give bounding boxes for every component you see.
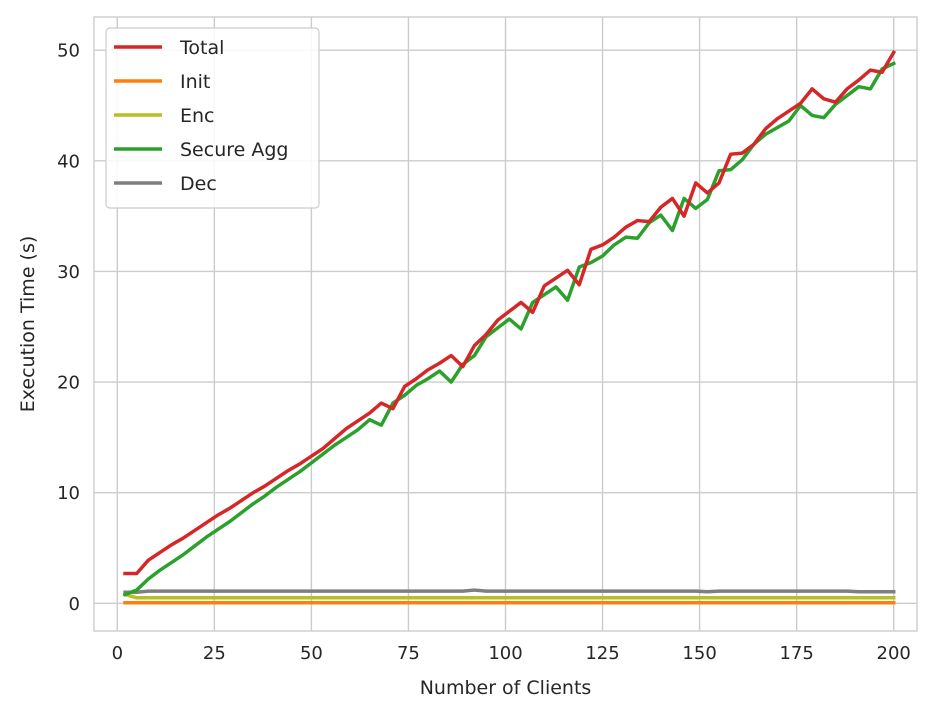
x-tick-label: 100 [488,643,522,664]
y-tick-label: 30 [57,262,80,283]
x-axis-label: Number of Clients [420,677,592,699]
legend-label-init: Init [180,71,210,93]
x-tick-label: 150 [682,643,716,664]
x-tick-label: 50 [300,643,323,664]
legend: Total Init Enc Secure Agg Dec [105,27,320,209]
legend-label-enc: Enc [180,105,215,127]
y-tick-label: 40 [57,151,80,172]
legend-box [105,27,320,209]
y-tick-label: 0 [69,594,80,615]
x-tick-label: 200 [877,643,911,664]
x-tick-label: 0 [112,643,123,664]
series-line-dec [123,588,896,595]
y-tick-label: 10 [57,483,80,504]
legend-label-secure-agg: Secure Agg [180,139,288,161]
y-tick-label: 50 [57,41,80,62]
x-tick-label: 25 [203,643,226,664]
series-line-secure-agg [122,61,897,597]
x-tick-label: 175 [779,643,813,664]
x-tick-label: 125 [585,643,619,664]
plot-frame [93,16,918,632]
legend-label-dec: Dec [180,173,217,195]
series-line-enc [122,592,896,600]
x-tick-label: 75 [397,643,420,664]
y-axis-label: Execution Time (s) [17,236,39,413]
y-tick-label: 20 [57,373,80,394]
series-layer [122,50,897,605]
legend-label-total: Total [179,37,224,59]
series-line-total [123,50,897,576]
tick-labels: 0 25 50 75 100 125 150 175 200 0 10 20 30 40 50 [57,41,911,664]
